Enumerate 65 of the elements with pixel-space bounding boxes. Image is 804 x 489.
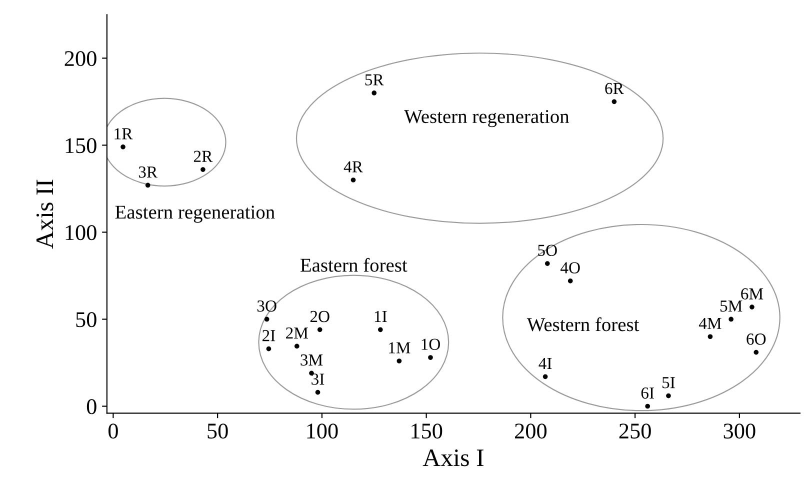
y-tick-label: 50 — [76, 312, 96, 328]
point — [372, 90, 377, 96]
series-label: 6O — [746, 334, 766, 345]
x-tick-label: 100 — [307, 424, 338, 439]
point — [754, 350, 759, 355]
series-label: 1M — [389, 342, 410, 354]
series-label: 5M — [720, 300, 742, 312]
y-tick-label: 0 — [86, 399, 96, 414]
point — [542, 374, 548, 380]
point — [645, 404, 650, 409]
series-label: 1O — [422, 338, 440, 350]
point — [612, 99, 617, 104]
x-axis-title: Axis I — [422, 449, 484, 466]
series-label: 2I — [262, 330, 276, 342]
point — [294, 344, 300, 349]
point — [315, 390, 320, 395]
point — [120, 144, 126, 150]
point — [145, 182, 150, 188]
point — [350, 178, 356, 182]
series-label: 6M — [741, 288, 764, 300]
series-label: 2R — [194, 150, 213, 162]
point — [666, 393, 671, 398]
point — [708, 334, 713, 340]
x-tick-label: 50 — [208, 424, 228, 439]
point — [750, 304, 754, 310]
annotation: Western forest — [526, 317, 640, 332]
series-label: 5O — [538, 244, 557, 256]
y-axis-title: Axis II — [36, 180, 54, 249]
series-label: 3O — [257, 300, 276, 312]
y-tick-label: 100 — [66, 225, 96, 240]
point — [378, 327, 383, 332]
point — [200, 167, 206, 172]
series-label: 2M — [286, 327, 308, 338]
point — [428, 355, 433, 360]
point — [568, 278, 573, 284]
point — [728, 316, 734, 322]
x-tick-label: 150 — [412, 424, 442, 439]
series-label: 4R — [344, 161, 363, 172]
x-tick-label: 300 — [724, 424, 756, 439]
series-label: 3M — [300, 354, 323, 366]
annotation: Eastern regeneration — [115, 206, 275, 223]
y-tick-label: 200 — [64, 51, 96, 66]
x-tick-label: 250 — [619, 424, 651, 439]
series-label: 4I — [538, 358, 552, 369]
series-label: 3I — [312, 374, 324, 385]
y-tick-label: 150 — [66, 138, 96, 154]
point — [264, 316, 270, 322]
x-tick-label: 200 — [515, 424, 547, 439]
series-label: 2O — [310, 310, 330, 322]
series-label: 3R — [138, 166, 158, 178]
series-label: 6I — [641, 387, 654, 399]
point — [266, 346, 272, 352]
point — [317, 327, 322, 332]
annotation: Eastern forest — [300, 258, 408, 272]
series-label: 4M — [698, 318, 722, 329]
series-label: 5R — [365, 74, 384, 86]
point — [396, 358, 402, 364]
series-label: 1R — [114, 128, 133, 140]
series-label: 5I — [662, 377, 675, 388]
x-tick-label: 0 — [108, 424, 118, 439]
series-label: 1I — [374, 310, 387, 322]
series-label: 4O — [560, 262, 580, 274]
point — [544, 261, 550, 266]
annotation: Western regeneration — [404, 110, 570, 128]
series-label: 6R — [605, 82, 624, 94]
